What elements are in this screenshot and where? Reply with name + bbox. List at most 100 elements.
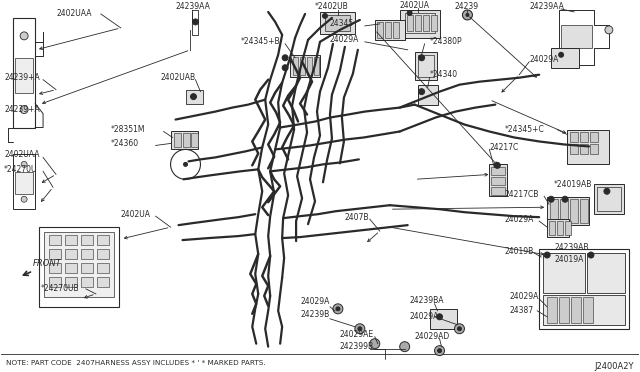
Bar bbox=[550, 199, 558, 223]
Bar bbox=[492, 177, 506, 185]
Bar bbox=[171, 131, 198, 150]
Text: 24239+A: 24239+A bbox=[4, 105, 40, 114]
Circle shape bbox=[355, 324, 365, 334]
Bar bbox=[570, 132, 578, 142]
Bar bbox=[49, 263, 61, 273]
Circle shape bbox=[438, 349, 442, 353]
Bar bbox=[415, 15, 420, 31]
Text: 2402UA: 2402UA bbox=[400, 1, 429, 10]
Bar bbox=[590, 132, 598, 142]
Bar bbox=[559, 297, 569, 323]
Bar bbox=[492, 167, 506, 175]
Circle shape bbox=[419, 89, 424, 94]
Bar bbox=[429, 309, 458, 329]
Text: 24239AB: 24239AB bbox=[554, 243, 589, 251]
Bar bbox=[415, 52, 436, 80]
Bar bbox=[375, 20, 404, 40]
Bar bbox=[567, 129, 609, 164]
Bar bbox=[587, 253, 625, 293]
Circle shape bbox=[454, 324, 465, 334]
Bar bbox=[39, 227, 119, 307]
Bar bbox=[547, 297, 557, 323]
Text: 24029A: 24029A bbox=[330, 35, 359, 44]
Bar bbox=[543, 295, 625, 325]
Text: 24029A: 24029A bbox=[504, 215, 534, 224]
Circle shape bbox=[322, 13, 328, 19]
Bar bbox=[431, 15, 436, 31]
Text: 24239BA: 24239BA bbox=[410, 296, 444, 305]
Bar bbox=[81, 277, 93, 287]
Text: 24029AE: 24029AE bbox=[340, 330, 374, 339]
Bar bbox=[182, 134, 189, 147]
Bar bbox=[543, 253, 585, 293]
Bar bbox=[65, 235, 77, 245]
Text: *24360: *24360 bbox=[111, 139, 139, 148]
Circle shape bbox=[419, 55, 424, 61]
Bar bbox=[81, 235, 93, 245]
Circle shape bbox=[463, 10, 472, 20]
Circle shape bbox=[20, 106, 28, 113]
Text: 24217CB: 24217CB bbox=[504, 190, 539, 199]
Circle shape bbox=[193, 19, 198, 25]
Bar bbox=[49, 235, 61, 245]
Bar bbox=[81, 249, 93, 259]
Bar bbox=[570, 144, 578, 154]
Circle shape bbox=[21, 161, 27, 167]
Circle shape bbox=[494, 162, 500, 169]
Circle shape bbox=[282, 55, 288, 61]
Bar bbox=[549, 221, 555, 235]
Text: 2402UAA: 2402UAA bbox=[4, 150, 40, 159]
Bar bbox=[65, 249, 77, 259]
Bar bbox=[547, 197, 589, 225]
Bar bbox=[191, 134, 198, 147]
Circle shape bbox=[436, 314, 442, 320]
Text: 2402UA: 2402UA bbox=[121, 210, 151, 219]
Bar bbox=[422, 15, 429, 31]
Text: 24239AA: 24239AA bbox=[175, 3, 210, 12]
Text: *24340: *24340 bbox=[429, 70, 458, 79]
Text: FRONT: FRONT bbox=[33, 260, 62, 269]
Text: 24029A: 24029A bbox=[300, 297, 330, 307]
Bar bbox=[320, 12, 355, 34]
Text: 24345: 24345 bbox=[330, 19, 354, 28]
Bar bbox=[15, 172, 33, 194]
Bar bbox=[307, 57, 312, 75]
Circle shape bbox=[370, 339, 380, 349]
Text: 2402UAB: 2402UAB bbox=[161, 73, 196, 82]
Bar bbox=[557, 221, 563, 235]
Bar bbox=[173, 134, 180, 147]
Circle shape bbox=[548, 196, 554, 202]
Bar bbox=[571, 297, 581, 323]
Circle shape bbox=[435, 346, 445, 356]
Text: 24239B: 24239B bbox=[300, 310, 330, 319]
Text: 24029A: 24029A bbox=[529, 55, 559, 64]
Bar bbox=[49, 249, 61, 259]
Circle shape bbox=[184, 162, 188, 166]
Circle shape bbox=[358, 327, 362, 331]
Bar bbox=[539, 249, 629, 329]
Bar bbox=[406, 15, 413, 31]
Bar bbox=[580, 199, 588, 223]
Bar bbox=[594, 184, 624, 214]
Circle shape bbox=[558, 52, 564, 58]
Text: 24217C: 24217C bbox=[490, 143, 518, 152]
Bar bbox=[49, 277, 61, 287]
Bar bbox=[97, 263, 109, 273]
Text: 24239+A: 24239+A bbox=[4, 73, 40, 82]
Bar bbox=[290, 55, 320, 77]
Bar bbox=[13, 18, 35, 128]
Bar bbox=[13, 154, 35, 209]
Bar bbox=[314, 57, 319, 75]
Circle shape bbox=[588, 252, 594, 258]
Bar bbox=[492, 187, 506, 195]
Bar bbox=[597, 187, 621, 211]
Bar bbox=[490, 164, 508, 196]
Text: 24029A: 24029A bbox=[509, 292, 539, 301]
Circle shape bbox=[333, 304, 343, 314]
Bar bbox=[81, 263, 93, 273]
Circle shape bbox=[458, 327, 461, 331]
Bar bbox=[547, 219, 569, 237]
Text: 24239: 24239 bbox=[454, 3, 479, 12]
Circle shape bbox=[605, 26, 613, 34]
Text: *24270UB: *24270UB bbox=[41, 284, 80, 294]
